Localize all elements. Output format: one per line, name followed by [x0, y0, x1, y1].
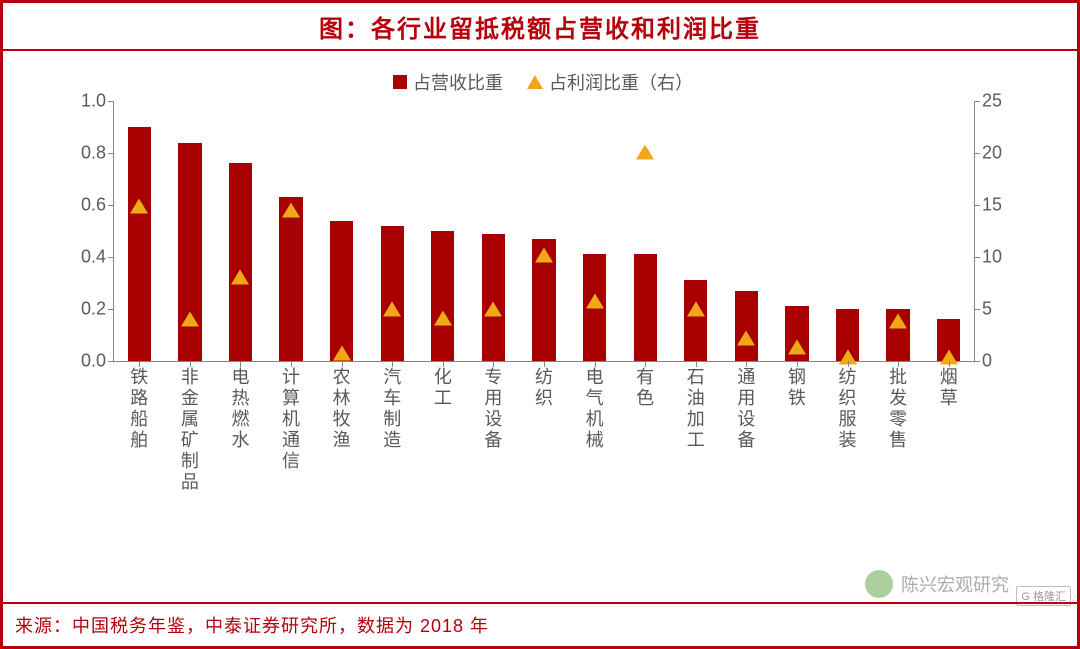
legend: 占营收比重 占利润比重（右）: [63, 69, 1023, 95]
marker-triangle: [333, 346, 351, 361]
marker-triangle: [788, 339, 806, 354]
marker-triangle: [383, 302, 401, 317]
x-category-label: 电热燃水: [226, 367, 252, 451]
marker-triangle: [231, 270, 249, 285]
source-row: 来源：中国税务年鉴，中泰证券研究所，数据为 2018 年: [3, 602, 1077, 646]
y-right-tick-mark: [974, 309, 980, 310]
bar: [178, 143, 201, 361]
marker-triangle: [535, 248, 553, 263]
marker-triangle: [282, 202, 300, 217]
y-left-tick-mark: [108, 205, 114, 206]
bar: [128, 127, 151, 361]
marker-triangle: [737, 330, 755, 345]
x-category-label: 汽车制造: [378, 367, 404, 451]
y-left-tick-mark: [108, 101, 114, 102]
y-right-tick-mark: [974, 361, 980, 362]
x-category-label: 纺织: [530, 367, 556, 409]
y-left-tick-mark: [108, 361, 114, 362]
y-left-tick-mark: [108, 309, 114, 310]
source-text: 来源：中国税务年鉴，中泰证券研究所，数据为 2018 年: [15, 616, 489, 636]
marker-triangle: [687, 302, 705, 317]
chart-frame: 图：各行业留抵税额占营收和利润比重 占营收比重 占利润比重（右） 0.00.20…: [0, 0, 1080, 649]
legend-item-bar: 占营收比重: [393, 69, 503, 95]
legend-item-marker: 占利润比重（右）: [527, 69, 693, 95]
x-category-label: 烟草: [935, 367, 961, 409]
bar: [229, 163, 252, 361]
bar: [381, 226, 404, 361]
x-category-label: 铁路船舶: [125, 367, 151, 451]
x-category-label: 计算机通信: [277, 367, 303, 472]
y-right-tick-mark: [974, 101, 980, 102]
marker-triangle: [434, 310, 452, 325]
marker-triangle: [636, 145, 654, 160]
x-category-label: 钢铁: [783, 367, 809, 409]
plot-region: 0.00.20.40.60.81.00510152025: [113, 101, 975, 362]
marker-triangle: [181, 311, 199, 326]
watermark-icon: [865, 570, 893, 598]
legend-marker-label: 占利润比重（右）: [549, 69, 693, 95]
title-row: 图：各行业留抵税额占营收和利润比重: [3, 3, 1077, 51]
legend-bar-icon: [393, 75, 407, 89]
y-right-tick-mark: [974, 205, 980, 206]
x-category-label: 农林牧渔: [328, 367, 354, 451]
marker-triangle: [889, 313, 907, 328]
marker-triangle: [484, 302, 502, 317]
chart-title: 图：各行业留抵税额占营收和利润比重: [319, 9, 761, 44]
x-category-label: 纺织服装: [834, 367, 860, 451]
marker-triangle: [130, 199, 148, 214]
watermark: 陈兴宏观研究: [865, 570, 1009, 598]
bar: [482, 234, 505, 361]
x-category-label: 非金属矿制品: [176, 367, 202, 493]
x-category-label: 石油加工: [682, 367, 708, 451]
bar: [634, 254, 657, 361]
x-category-label: 有色: [631, 367, 657, 409]
x-category-label: 电气机械: [581, 367, 607, 451]
bar: [684, 280, 707, 361]
bar: [330, 221, 353, 361]
bar: [279, 197, 302, 361]
x-category-label: 化工: [429, 367, 455, 409]
y-left-tick-mark: [108, 153, 114, 154]
legend-bar-label: 占营收比重: [413, 69, 503, 95]
y-right-tick-mark: [974, 153, 980, 154]
y-right-tick-mark: [974, 257, 980, 258]
x-category-label: 专用设备: [479, 367, 505, 451]
x-category-label: 通用设备: [732, 367, 758, 451]
bar: [431, 231, 454, 361]
watermark-text: 陈兴宏观研究: [901, 571, 1009, 597]
x-category-label: 批发零售: [884, 367, 910, 451]
y-left-tick-mark: [108, 257, 114, 258]
chart-area: 占营收比重 占利润比重（右） 0.00.20.40.60.81.00510152…: [63, 61, 1023, 511]
marker-triangle: [586, 294, 604, 309]
legend-triangle-icon: [527, 75, 543, 89]
bar: [735, 291, 758, 361]
